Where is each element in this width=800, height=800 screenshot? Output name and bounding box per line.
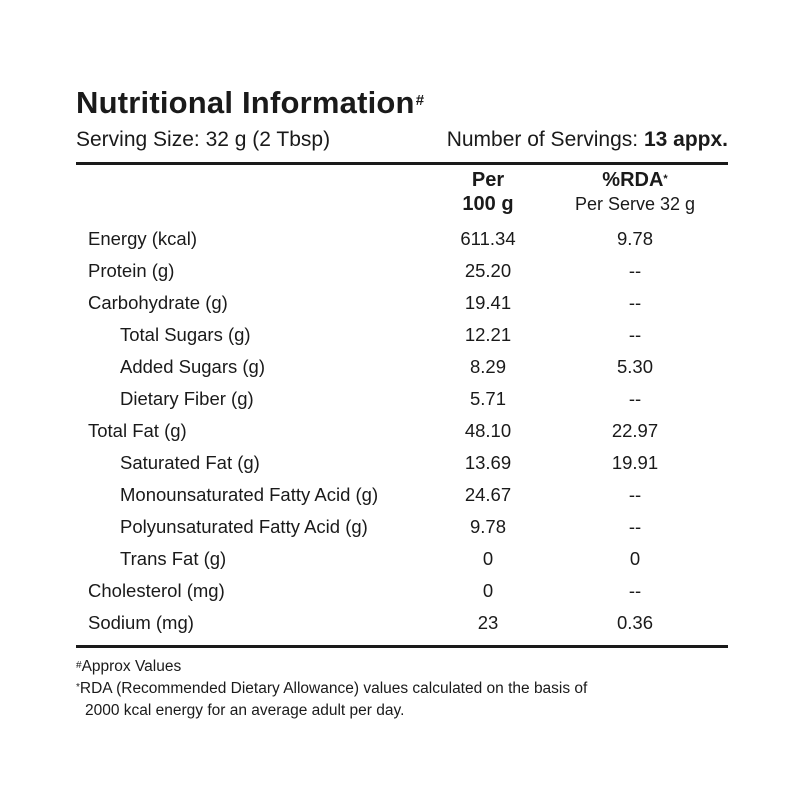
nutrient-label: Monounsaturated Fatty Acid (g) xyxy=(120,484,379,505)
serving-info: Serving Size: 32 g (2 Tbsp) Number of Se… xyxy=(76,125,728,155)
nutrient-label: Trans Fat (g) xyxy=(120,548,227,569)
rda-value: -- xyxy=(628,260,642,281)
per-100g-value: 24.67 xyxy=(464,484,512,505)
rda-value: -- xyxy=(628,292,642,313)
per-100g-value: 48.10 xyxy=(464,420,512,441)
nutrient-rows: Energy (kcal) 611.34 9.78 Protein (g) 25… xyxy=(76,223,728,639)
footnote-rda-line1: RDA (Recommended Dietary Allowance) valu… xyxy=(79,680,588,697)
row-energy: Energy (kcal) 611.34 9.78 xyxy=(76,223,728,255)
nutrition-label: Nutritional Information# Serving Size: 3… xyxy=(76,84,728,722)
per-100g-value: 13.69 xyxy=(464,452,512,473)
per-100g-value: 5.71 xyxy=(469,388,506,409)
row-monounsaturated-fat: Monounsaturated Fatty Acid (g) 24.67 -- xyxy=(76,479,728,511)
per-100g-value: 0 xyxy=(482,548,494,569)
per-100g-value: 23 xyxy=(477,612,499,633)
nutrient-label: Protein (g) xyxy=(88,260,175,281)
row-cholesterol: Cholesterol (mg) 0 -- xyxy=(76,575,728,607)
nutrient-label: Saturated Fat (g) xyxy=(120,452,260,473)
row-total-sugars: Total Sugars (g) 12.21 -- xyxy=(76,319,728,351)
servings-count: Number of Servings: 13 appx. xyxy=(447,125,728,155)
title-text: Nutritional Information xyxy=(76,85,415,120)
row-dietary-fiber: Dietary Fiber (g) 5.71 -- xyxy=(76,383,728,415)
servings-value: 13 appx. xyxy=(643,128,728,151)
nutrient-label: Polyunsaturated Fatty Acid (g) xyxy=(120,516,368,537)
rda-header-text: %RDA xyxy=(602,169,664,191)
row-trans-fat: Trans Fat (g) 0 0 xyxy=(76,543,728,575)
rda-value: -- xyxy=(628,388,642,409)
nutrient-label: Total Sugars (g) xyxy=(120,324,251,345)
row-carbohydrate: Carbohydrate (g) 19.41 -- xyxy=(76,287,728,319)
column-headers: Per 100 g %RDA* Per Serve 32 g xyxy=(76,165,728,223)
per-100g-value: 0 xyxy=(482,580,494,601)
footnote-rda: *RDA (Recommended Dietary Allowance) val… xyxy=(76,678,728,700)
per-header-line1: Per xyxy=(471,169,505,191)
footnote-rda-line2: 2000 kcal energy for an average adult pe… xyxy=(85,702,405,719)
rda-value: 22.97 xyxy=(611,420,659,441)
per-100g-value: 611.34 xyxy=(460,228,516,249)
per-100g-value: 19.41 xyxy=(464,292,512,313)
title-footnote-mark: # xyxy=(415,92,425,109)
nutrition-title: Nutritional Information# xyxy=(76,84,728,122)
per-header-line2: 100 g xyxy=(462,193,514,215)
rda-value: 9.78 xyxy=(616,228,653,249)
per-100g-value: 9.78 xyxy=(469,516,506,537)
rda-value: -- xyxy=(628,580,642,601)
nutrient-label: Added Sugars (g) xyxy=(120,356,266,377)
row-sodium: Sodium (mg) 23 0.36 xyxy=(76,607,728,639)
rda-value: 0.36 xyxy=(616,612,653,633)
nutrient-label: Sodium (mg) xyxy=(88,612,194,633)
per-100g-value: 8.29 xyxy=(469,356,506,377)
serving-size-value: 32 g (2 Tbsp) xyxy=(205,128,331,151)
row-saturated-fat: Saturated Fat (g) 13.69 19.91 xyxy=(76,447,728,479)
serving-size: Serving Size: 32 g (2 Tbsp) xyxy=(76,125,330,155)
per-100g-header: Per 100 g xyxy=(430,168,546,216)
row-polyunsaturated-fat: Polyunsaturated Fatty Acid (g) 9.78 -- xyxy=(76,511,728,543)
rda-header-mark: * xyxy=(663,173,668,185)
rda-header-sub: Per Serve 32 g xyxy=(574,194,696,214)
per-100g-value: 25.20 xyxy=(464,260,512,281)
rda-value: -- xyxy=(628,516,642,537)
top-divider xyxy=(76,162,728,165)
rda-value: -- xyxy=(628,324,642,345)
footnote-approx-mark: # xyxy=(76,660,82,671)
rda-value: 0 xyxy=(629,548,641,569)
servings-label: Number of Servings: xyxy=(446,128,639,151)
row-total-fat: Total Fat (g) 48.10 22.97 xyxy=(76,415,728,447)
nutrient-label: Carbohydrate (g) xyxy=(88,292,228,313)
nutrient-label: Dietary Fiber (g) xyxy=(120,388,254,409)
rda-header: %RDA* Per Serve 32 g xyxy=(546,168,724,216)
row-added-sugars: Added Sugars (g) 8.29 5.30 xyxy=(76,351,728,383)
footnote-rda-mark: * xyxy=(76,682,80,693)
rda-value: 19.91 xyxy=(611,452,659,473)
footnote-rda-continued: 2000 kcal energy for an average adult pe… xyxy=(76,700,728,722)
footnote-approx: #Approx Values xyxy=(76,656,728,678)
serving-size-label: Serving Size: xyxy=(76,128,200,151)
nutrient-label: Energy (kcal) xyxy=(88,228,197,249)
footnotes: #Approx Values *RDA (Recommended Dietary… xyxy=(76,656,728,722)
nutrient-label: Cholesterol (mg) xyxy=(88,580,225,601)
footnote-approx-text: Approx Values xyxy=(81,658,182,675)
bottom-divider xyxy=(76,645,728,648)
row-protein: Protein (g) 25.20 -- xyxy=(76,255,728,287)
rda-header-title: %RDA* xyxy=(546,168,724,192)
per-100g-value: 12.21 xyxy=(464,324,512,345)
rda-value: -- xyxy=(628,484,642,505)
nutrient-label: Total Fat (g) xyxy=(88,420,187,441)
rda-value: 5.30 xyxy=(616,356,653,377)
